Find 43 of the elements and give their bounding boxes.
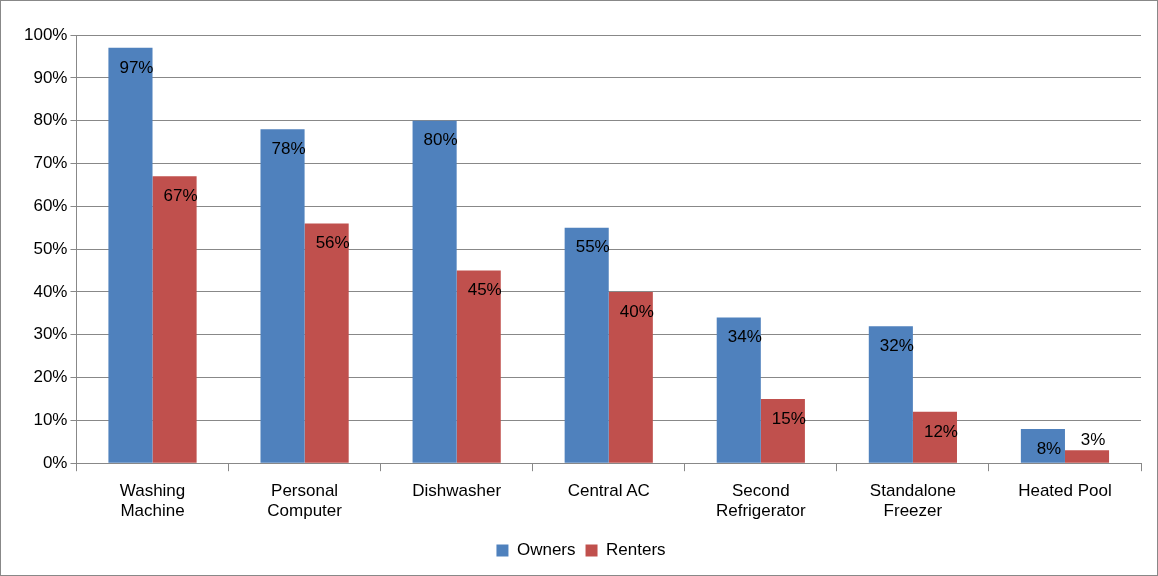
data-label: 45% [467, 280, 502, 300]
x-tick-label: Second Refrigerator [715, 481, 807, 521]
y-tick-label: 90% [33, 67, 68, 87]
bar [304, 223, 349, 463]
bar [1064, 450, 1110, 463]
legend-label: Owners [516, 540, 576, 560]
y-tick-label: 0% [42, 452, 68, 472]
y-tick-label: 70% [33, 153, 68, 173]
bar [108, 47, 153, 463]
y-tick-label: 10% [33, 410, 68, 430]
y-tick-label: 100% [24, 24, 68, 44]
y-tick-label: 60% [33, 195, 68, 215]
bar [260, 129, 305, 463]
bar [868, 326, 913, 463]
x-tick-label: Standalone Freezer [869, 481, 956, 521]
bar [716, 317, 761, 463]
data-label: 15% [771, 408, 806, 428]
data-label: 97% [119, 57, 154, 77]
bar [152, 176, 197, 463]
x-tick-label: Central AC [567, 481, 650, 501]
legend-label: Renters [606, 540, 666, 560]
data-label: 67% [163, 185, 198, 205]
y-tick-label: 20% [33, 367, 68, 387]
data-label: 55% [575, 237, 610, 257]
x-tick-label: Washing Machine [119, 481, 186, 521]
x-tick-label: Heated Pool [1018, 481, 1112, 501]
y-tick-label: 50% [33, 238, 68, 258]
data-label: 80% [423, 130, 458, 150]
data-label: 3% [1080, 430, 1106, 450]
bar [760, 398, 805, 463]
y-tick-label: 80% [33, 110, 68, 130]
bar [456, 270, 501, 463]
data-label: 78% [271, 138, 306, 158]
data-label: 56% [315, 233, 350, 253]
x-tick-label: Dishwasher [412, 481, 502, 501]
bar [564, 227, 609, 463]
x-tick-label: Personal Computer [267, 481, 343, 521]
y-tick-label: 30% [33, 324, 68, 344]
data-label: 34% [727, 327, 762, 347]
y-tick-label: 40% [33, 281, 68, 301]
data-label: 8% [1036, 438, 1062, 458]
bar [412, 120, 457, 463]
bar [608, 291, 653, 463]
